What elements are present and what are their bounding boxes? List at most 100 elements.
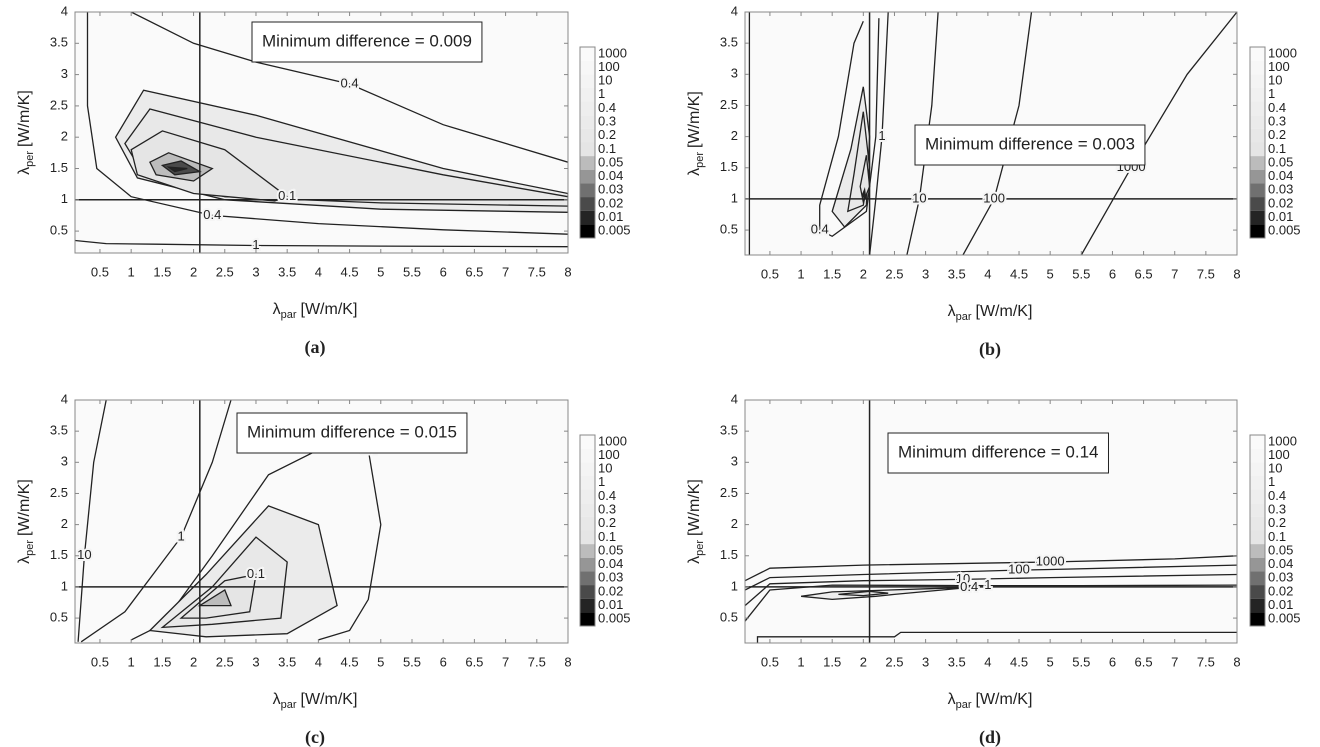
colorbar-cell <box>580 585 595 599</box>
label-symbol: λ <box>16 556 33 564</box>
contour-line <box>838 590 889 597</box>
plot-frame <box>744 11 1238 256</box>
colorbar-label: 1 <box>598 86 605 101</box>
colorbar-cell <box>580 169 595 184</box>
x-tick-label: 1 <box>128 654 135 669</box>
annotation-box <box>236 412 468 454</box>
y-tick-label: 0.5 <box>50 223 68 238</box>
x-tick-label: 7.5 <box>528 264 546 279</box>
colorbar-cell <box>1250 101 1265 116</box>
axis-label: λpar [W/m/K] <box>948 691 1033 711</box>
colorbar-cell <box>580 224 595 238</box>
colorbar-cell <box>1250 516 1265 531</box>
label-symbol: λ <box>948 303 956 320</box>
colorbar-cell <box>580 115 595 129</box>
x-tick-label: 4.5 <box>341 654 359 669</box>
x-tick-label: 2.5 <box>216 264 234 279</box>
y-tick-label: 2.5 <box>720 485 738 500</box>
label-symbol: λ <box>273 691 281 708</box>
contour-label: 0.1 <box>278 188 296 203</box>
colorbar-label: 0.4 <box>598 100 616 115</box>
contour-line <box>756 631 1237 643</box>
colorbar-label: 100 <box>598 59 620 74</box>
colorbar-label: 0.04 <box>1268 556 1293 571</box>
label-unit: [W/m/K] <box>686 479 703 536</box>
colorbar-label: 0.3 <box>598 501 616 516</box>
label-symbol: λ <box>948 691 956 708</box>
colorbar-frame <box>579 434 596 627</box>
contour-label: 0.4 <box>960 579 978 594</box>
contour-line <box>197 589 232 607</box>
y-tick-label: 3.5 <box>50 35 68 50</box>
label-symbol: λ <box>686 556 703 564</box>
y-tick-label: 2.5 <box>720 97 738 112</box>
x-tick-label: 5.5 <box>1072 266 1090 281</box>
colorbar-label: 1 <box>598 474 605 489</box>
colorbar-label: 1000 <box>598 433 627 448</box>
y-tick-label: 0.5 <box>720 222 738 237</box>
colorbar-label: 0.005 <box>598 611 631 626</box>
axis-label: λpar [W/m/K] <box>273 301 358 321</box>
x-tick-label: 6 <box>440 654 447 669</box>
colorbar-cell <box>1250 142 1265 157</box>
x-tick-label: 3.5 <box>278 264 296 279</box>
colorbar-cell <box>580 448 595 463</box>
colorbar-cell <box>580 128 595 143</box>
x-tick-label: 5 <box>1047 654 1054 669</box>
plot-frame <box>74 399 569 644</box>
axis-label: λper [W/m/K] <box>16 90 36 175</box>
colorbar-cell <box>1250 571 1265 586</box>
x-tick-label: 2.5 <box>885 654 903 669</box>
panel-label: (c) <box>305 727 325 747</box>
colorbar-label: 0.005 <box>598 223 631 238</box>
annotation: Minimum difference = 0.14 <box>898 442 1098 461</box>
y-tick-label: 1.5 <box>50 547 68 562</box>
colorbar-cell <box>1250 503 1265 517</box>
y-tick-label: 1.5 <box>50 160 68 175</box>
x-tick-label: 0.5 <box>761 266 779 281</box>
label-subscript: par <box>956 311 972 323</box>
x-tick-label: 1.5 <box>823 654 841 669</box>
label-symbol: λ <box>273 301 281 318</box>
label-unit: [W/m/K] <box>976 691 1033 708</box>
x-tick-label: 4 <box>315 264 322 279</box>
colorbar-cell <box>1250 74 1265 88</box>
label-subscript: par <box>281 309 297 321</box>
colorbar-label: 0.05 <box>1268 542 1293 557</box>
x-tick-label: 8 <box>1233 654 1240 669</box>
contour-line <box>819 18 880 238</box>
x-tick-label: 8 <box>564 264 571 279</box>
colorbar-label: 0.01 <box>1268 597 1293 612</box>
x-tick-label: 7 <box>502 264 509 279</box>
axis-label: λpar [W/m/K] <box>273 691 358 711</box>
x-tick-label: 4 <box>984 654 991 669</box>
colorbar-cell <box>1250 544 1265 558</box>
y-tick-label: 2 <box>731 516 738 531</box>
contour-label: 1 <box>177 529 184 544</box>
x-tick-label: 1 <box>797 654 804 669</box>
x-tick-label: 6.5 <box>1135 266 1153 281</box>
y-tick-label: 1.5 <box>720 547 738 562</box>
label-unit: [W/m/K] <box>686 91 703 148</box>
y-tick-label: 1 <box>61 578 68 593</box>
annotation: Minimum difference = 0.015 <box>247 422 457 441</box>
y-tick-label: 4 <box>731 391 738 406</box>
colorbar-label: 0.03 <box>1268 570 1293 585</box>
x-tick-label: 4.5 <box>1010 266 1028 281</box>
colorbar-frame <box>1249 46 1266 239</box>
colorbar-label: 0.02 <box>598 195 623 210</box>
colorbar-label: 0.2 <box>598 127 616 142</box>
colorbar-label: 0.03 <box>1268 182 1293 197</box>
label-unit: [W/m/K] <box>301 301 358 318</box>
colorbar-label: 100 <box>1268 59 1290 74</box>
x-tick-label: 6.5 <box>465 264 483 279</box>
y-tick-label: 3 <box>731 454 738 469</box>
x-tick-label: 7.5 <box>528 654 546 669</box>
contour-label: 10 <box>956 571 970 586</box>
y-tick-label: 2 <box>61 129 68 144</box>
contour-line <box>859 155 871 205</box>
label-symbol: λ <box>16 167 33 175</box>
colorbar-cell <box>580 462 595 476</box>
colorbar-label: 0.4 <box>1268 100 1286 115</box>
axis-label: λper [W/m/K] <box>686 91 706 176</box>
